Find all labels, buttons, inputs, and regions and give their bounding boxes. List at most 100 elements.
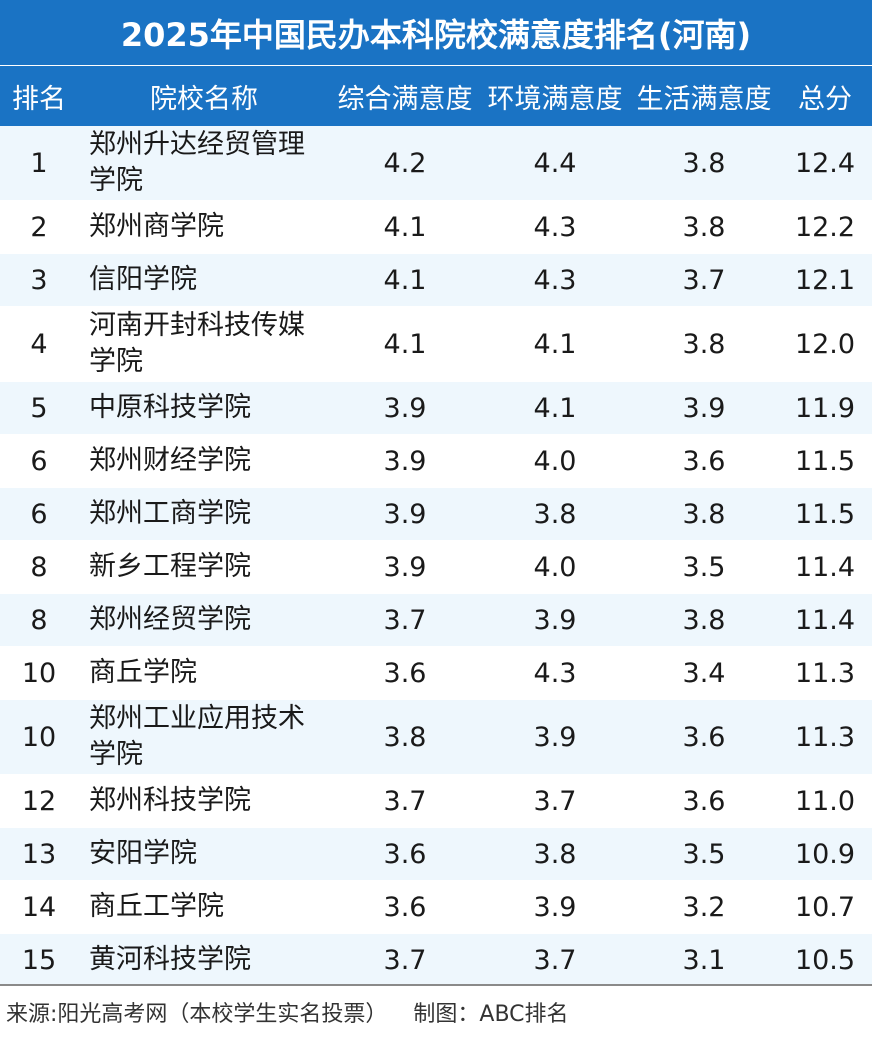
rank-cell: 10 [21, 721, 57, 753]
total-score-cell: 11.5 [794, 445, 856, 477]
overall-score-cell: 4.1 [383, 211, 427, 243]
school-name-cell: 郑州工商学院 [78, 488, 330, 540]
header-overall-satisfaction: 综合满意度 [337, 83, 473, 115]
table-row: 4 河南开封科技传媒学院 4.1 4.1 3.8 12.0 [0, 307, 872, 382]
school-name-cell: 黄河科技学院 [78, 934, 330, 986]
total-score-cell: 11.5 [794, 498, 856, 530]
overall-score-cell: 3.6 [383, 657, 427, 689]
table-row: 8 郑州经贸学院 3.7 3.9 3.8 11.4 [0, 594, 872, 647]
table-row: 12 郑州科技学院 3.7 3.7 3.6 11.0 [0, 775, 872, 828]
environment-score-cell: 3.8 [533, 838, 577, 870]
table-row: 8 新乡工程学院 3.9 4.0 3.5 11.4 [0, 541, 872, 594]
overall-score-cell: 4.1 [383, 264, 427, 296]
school-name: 新乡工程学院 [89, 551, 251, 582]
header-school-name: 院校名称 [150, 83, 258, 115]
overall-score-cell: 3.9 [383, 498, 427, 530]
environment-score-cell: 4.1 [533, 392, 577, 424]
overall-score-cell: 3.6 [383, 838, 427, 870]
rank-cell: 6 [30, 445, 48, 477]
life-score-cell: 3.6 [682, 445, 726, 477]
school-name-cell: 郑州财经学院 [78, 435, 330, 487]
school-name: 河南开封科技传媒学院 [89, 310, 305, 377]
header-total-score: 总分 [798, 83, 852, 115]
environment-score-cell: 4.3 [533, 211, 577, 243]
header-environment-satisfaction: 环境满意度 [487, 83, 623, 115]
total-score-cell: 12.1 [794, 264, 856, 296]
rank-cell: 10 [21, 657, 57, 689]
school-name: 郑州科技学院 [89, 785, 251, 816]
rank-cell: 12 [21, 785, 57, 817]
life-score-cell: 3.1 [682, 944, 726, 976]
school-name-cell: 商丘工学院 [78, 881, 330, 933]
environment-score-cell: 3.9 [533, 721, 577, 753]
life-score-cell: 3.9 [682, 392, 726, 424]
life-score-cell: 3.5 [682, 838, 726, 870]
school-name: 安阳学院 [89, 838, 197, 869]
total-score-cell: 10.7 [794, 891, 856, 923]
environment-score-cell: 4.0 [533, 445, 577, 477]
table-row: 10 商丘学院 3.6 4.3 3.4 11.3 [0, 647, 872, 700]
environment-score-cell: 3.9 [533, 891, 577, 923]
table-title: 2025年中国民办本科院校满意度排名(河南) [0, 0, 872, 66]
table-row: 15 黄河科技学院 3.7 3.7 3.1 10.5 [0, 934, 872, 987]
rank-cell: 4 [30, 328, 48, 360]
environment-score-cell: 4.0 [533, 551, 577, 583]
life-score-cell: 3.8 [682, 604, 726, 636]
chart-credit: 制图：ABC排名 [413, 1002, 569, 1027]
school-name: 商丘学院 [89, 657, 197, 688]
school-name-cell: 河南开封科技传媒学院 [78, 307, 330, 381]
school-name: 黄河科技学院 [89, 944, 251, 975]
life-score-cell: 3.6 [682, 785, 726, 817]
table-row: 6 郑州财经学院 3.9 4.0 3.6 11.5 [0, 435, 872, 488]
total-score-cell: 11.4 [794, 551, 856, 583]
environment-score-cell: 4.1 [533, 328, 577, 360]
total-score-cell: 11.4 [794, 604, 856, 636]
school-name-cell: 郑州科技学院 [78, 775, 330, 827]
school-name-cell: 信阳学院 [78, 254, 330, 306]
overall-score-cell: 3.9 [383, 551, 427, 583]
overall-score-cell: 3.7 [383, 944, 427, 976]
total-score-cell: 12.2 [794, 211, 856, 243]
school-name-cell: 郑州工业应用技术学院 [78, 700, 330, 774]
life-score-cell: 3.8 [682, 147, 726, 179]
rank-cell: 1 [30, 147, 48, 179]
overall-score-cell: 3.7 [383, 785, 427, 817]
table-row: 2 郑州商学院 4.1 4.3 3.8 12.2 [0, 201, 872, 254]
table-header-row: 排名 院校名称 综合满意度 环境满意度 生活满意度 总分 [0, 66, 872, 126]
overall-score-cell: 3.8 [383, 721, 427, 753]
total-score-cell: 10.9 [794, 838, 856, 870]
overall-score-cell: 3.9 [383, 445, 427, 477]
rank-cell: 14 [21, 891, 57, 923]
school-name-cell: 商丘学院 [78, 647, 330, 699]
life-score-cell: 3.7 [682, 264, 726, 296]
total-score-cell: 11.0 [794, 785, 856, 817]
school-name: 郑州商学院 [89, 211, 224, 242]
total-score-cell: 12.4 [794, 147, 856, 179]
school-name-cell: 郑州商学院 [78, 201, 330, 253]
table-row: 5 中原科技学院 3.9 4.1 3.9 11.9 [0, 382, 872, 435]
school-name: 郑州工业应用技术学院 [89, 703, 305, 770]
rank-cell: 15 [21, 944, 57, 976]
life-score-cell: 3.6 [682, 721, 726, 753]
school-name-cell: 安阳学院 [78, 828, 330, 880]
rank-cell: 13 [21, 838, 57, 870]
overall-score-cell: 3.6 [383, 891, 427, 923]
school-name-cell: 郑州经贸学院 [78, 594, 330, 646]
header-rank: 排名 [12, 83, 66, 115]
environment-score-cell: 3.7 [533, 944, 577, 976]
school-name: 郑州财经学院 [89, 445, 251, 476]
total-score-cell: 11.3 [794, 721, 856, 753]
table-row: 14 商丘工学院 3.6 3.9 3.2 10.7 [0, 881, 872, 934]
environment-score-cell: 3.8 [533, 498, 577, 530]
life-score-cell: 3.2 [682, 891, 726, 923]
table-row: 6 郑州工商学院 3.9 3.8 3.8 11.5 [0, 488, 872, 541]
total-score-cell: 11.9 [794, 392, 856, 424]
table-row: 1 郑州升达经贸管理学院 4.2 4.4 3.8 12.4 [0, 126, 872, 201]
environment-score-cell: 3.7 [533, 785, 577, 817]
total-score-cell: 11.3 [794, 657, 856, 689]
life-score-cell: 3.4 [682, 657, 726, 689]
school-name: 商丘工学院 [89, 891, 224, 922]
school-name: 信阳学院 [89, 264, 197, 295]
rank-cell: 6 [30, 498, 48, 530]
